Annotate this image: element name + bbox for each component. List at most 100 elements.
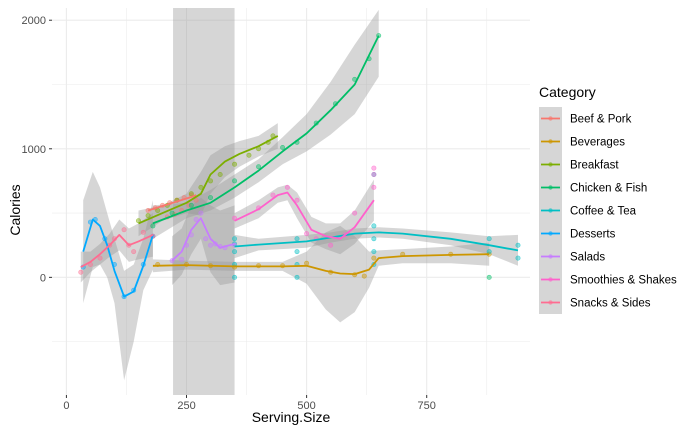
data-point xyxy=(486,236,492,242)
x-tick-label: 0 xyxy=(63,400,69,412)
legend-key-point xyxy=(548,185,553,190)
confidence-band xyxy=(80,213,153,283)
smooth-line xyxy=(152,253,490,275)
legend-item: Desserts xyxy=(539,222,616,245)
data-point xyxy=(188,191,194,197)
data-point xyxy=(280,145,286,151)
data-point xyxy=(246,152,252,158)
legend-item: Breakfast xyxy=(539,153,619,176)
data-point xyxy=(232,161,238,167)
y-tick-label: 0 xyxy=(40,272,46,284)
smooth-line xyxy=(138,135,279,225)
legend-label: Snacks & Sides xyxy=(570,298,651,310)
data-point xyxy=(145,213,151,219)
confidence-band xyxy=(234,227,518,266)
panel-background xyxy=(52,8,530,395)
y-axis-label: Calories xyxy=(7,184,23,235)
data-point xyxy=(270,192,276,198)
legend-label: Salads xyxy=(570,252,605,264)
data-point xyxy=(188,202,194,208)
data-point xyxy=(193,217,199,223)
smooth-line xyxy=(234,191,375,240)
data-point xyxy=(486,274,492,280)
data-point xyxy=(140,229,146,235)
data-point xyxy=(232,249,238,255)
legend-label: Beverages xyxy=(570,137,625,149)
legend-key-point xyxy=(548,300,553,305)
legend-title: Category xyxy=(539,84,596,100)
data-point xyxy=(371,255,377,261)
legend-item: Beef & Pork xyxy=(539,107,632,130)
legend-key-point xyxy=(548,277,553,282)
data-point xyxy=(361,273,367,279)
legend-item: Snacks & Sides xyxy=(539,291,651,314)
data-point xyxy=(198,210,204,216)
smooth-line xyxy=(147,194,197,212)
legend-label: Breakfast xyxy=(570,160,619,172)
legend: Category Beef & Pork Beverages Breakfast Ch… xyxy=(539,84,677,314)
smooth-line xyxy=(80,234,154,268)
legend-key-point xyxy=(548,162,553,167)
data-point xyxy=(294,197,300,203)
data-point xyxy=(371,249,377,255)
data-point xyxy=(371,165,377,171)
legend-item: Salads xyxy=(539,245,605,268)
data-point xyxy=(371,172,377,178)
data-point xyxy=(294,274,300,280)
legend-label: Beef & Pork xyxy=(570,114,632,126)
y-tick-label: 2000 xyxy=(22,15,46,27)
data-point xyxy=(294,249,300,255)
data-point xyxy=(371,223,377,229)
confidence-band xyxy=(83,171,153,381)
data-point xyxy=(97,255,103,261)
data-point xyxy=(208,242,214,248)
wide-confidence-band xyxy=(173,8,235,395)
legend-label: Coffee & Tea xyxy=(570,206,637,218)
confidence-band xyxy=(152,9,379,239)
legend-key-point xyxy=(548,139,553,144)
data-point xyxy=(515,242,521,248)
data-point xyxy=(256,164,262,170)
data-point xyxy=(371,236,377,242)
data-point xyxy=(232,178,238,184)
data-point xyxy=(232,274,238,280)
legend-items: Beef & Pork Beverages Breakfast Chicken & F… xyxy=(539,107,677,314)
x-axis-ticks: 0 250 500 750 xyxy=(63,395,436,412)
smooth-line xyxy=(234,231,519,252)
legend-item: Coffee & Tea xyxy=(539,199,637,222)
legend-key-point xyxy=(548,116,553,121)
smooth-lines xyxy=(80,35,519,298)
data-point xyxy=(78,269,84,275)
legend-key-point xyxy=(548,208,553,213)
legend-label: Smoothies & Shakes xyxy=(570,275,677,287)
data-point xyxy=(232,236,238,242)
data-point xyxy=(294,236,300,242)
legend-item: Chicken & Fish xyxy=(539,176,647,199)
legend-key-point xyxy=(548,231,553,236)
data-point xyxy=(217,172,223,178)
data-point xyxy=(304,260,310,266)
data-point xyxy=(208,178,214,184)
gridlines xyxy=(52,8,530,395)
plot-panel xyxy=(52,8,530,395)
y-axis-ticks: 0 1000 2000 xyxy=(22,15,52,284)
legend-label: Desserts xyxy=(570,229,616,241)
confidence-band xyxy=(172,197,235,286)
smooth-line xyxy=(82,218,154,298)
data-point xyxy=(371,184,377,190)
data-point xyxy=(515,255,521,261)
legend-item: Smoothies & Shakes xyxy=(539,268,677,291)
data-point xyxy=(284,184,290,190)
data-point xyxy=(352,210,358,216)
x-tick-label: 250 xyxy=(177,400,195,412)
data-point xyxy=(486,249,492,255)
smooth-line xyxy=(152,35,380,225)
legend-label: Chicken & Fish xyxy=(570,183,647,195)
data-point xyxy=(208,195,214,201)
data-point xyxy=(193,197,199,203)
data-point xyxy=(328,242,334,248)
data-point xyxy=(155,208,161,214)
x-tick-label: 500 xyxy=(297,400,315,412)
data-point xyxy=(150,223,156,229)
